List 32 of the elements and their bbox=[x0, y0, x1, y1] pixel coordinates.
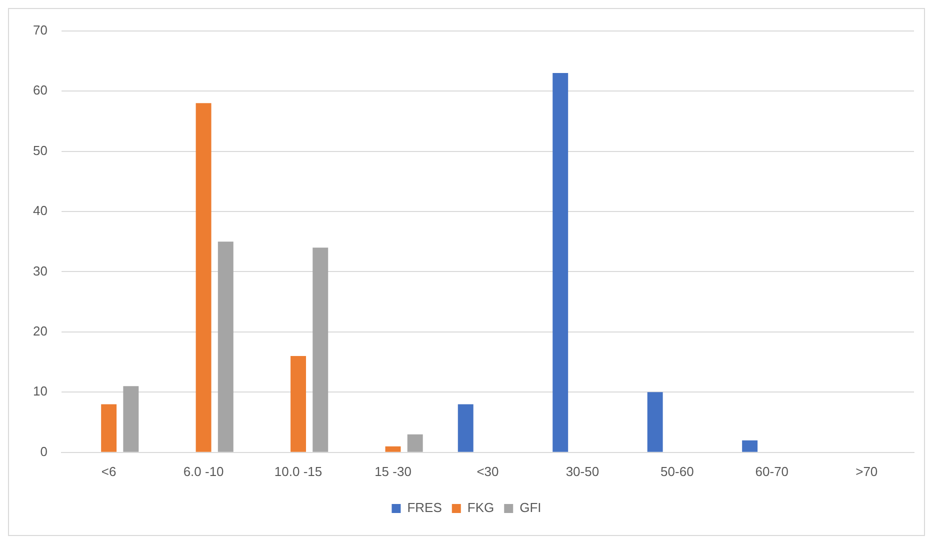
bar bbox=[290, 356, 306, 452]
y-tick-label: 20 bbox=[32, 324, 48, 339]
x-tick-label: 50-60 bbox=[660, 464, 694, 479]
x-tick-label: >70 bbox=[856, 464, 878, 479]
y-tick-label: 10 bbox=[32, 384, 48, 399]
bar bbox=[552, 72, 568, 452]
bar bbox=[742, 440, 758, 452]
bar bbox=[407, 434, 423, 452]
legend-label: FKG bbox=[467, 500, 494, 516]
y-tick-label: 0 bbox=[40, 444, 48, 459]
y-tick-label: 70 bbox=[32, 22, 48, 38]
x-tick-label: 60-70 bbox=[755, 464, 789, 479]
bar bbox=[123, 386, 139, 452]
bar bbox=[385, 446, 401, 452]
y-tick-label: 60 bbox=[32, 82, 48, 98]
bar bbox=[458, 404, 474, 452]
x-tick-label: 10.0 -15 bbox=[274, 464, 322, 479]
legend-label: GFI bbox=[520, 500, 542, 516]
bar bbox=[312, 248, 328, 452]
bar bbox=[218, 242, 234, 452]
legend-label: FRES bbox=[407, 500, 442, 516]
x-tick-label: 15 -30 bbox=[374, 464, 412, 479]
bar bbox=[647, 392, 663, 452]
bar bbox=[101, 404, 117, 452]
y-tick-label: 40 bbox=[32, 203, 48, 218]
y-tick-label: 50 bbox=[32, 142, 48, 158]
x-tick-label: <30 bbox=[476, 464, 499, 479]
x-tick-label: 6.0 -10 bbox=[183, 464, 224, 479]
x-tick-label: <6 bbox=[101, 464, 116, 479]
x-tick-label: 30-50 bbox=[566, 464, 600, 479]
y-tick-label: 30 bbox=[32, 263, 48, 278]
bar bbox=[196, 103, 212, 452]
